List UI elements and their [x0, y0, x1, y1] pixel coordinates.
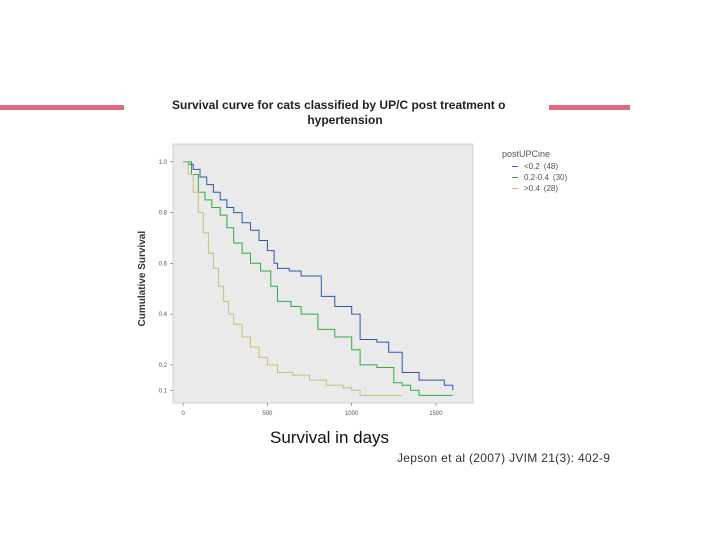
y-axis-label: Cumulative Survival [137, 231, 148, 327]
y-tick-label: 1.0 [159, 160, 168, 166]
legend-count: (28) [543, 184, 559, 193]
survival-line-low [183, 161, 454, 391]
legend-swatch-mid [512, 177, 518, 178]
x-tick-label: 1000 [345, 411, 359, 417]
legend-label: 0.2-0.4 [524, 173, 549, 182]
survival-line-mid [183, 161, 453, 396]
legend-item: >0.4 (28) [502, 183, 567, 194]
chart-title: Survival curve for cats classified by UP… [172, 98, 506, 112]
legend-swatch-high [512, 188, 518, 189]
legend-title: postUPCine [502, 149, 551, 159]
chart-title-line2: hypertension [307, 113, 383, 127]
x-axis-caption: Survival in days [270, 428, 390, 447]
legend-swatch-low [512, 166, 518, 167]
citation: Jepson et al (2007) JVIM 21(3): 402-9 [397, 451, 611, 465]
legend-count: (30) [552, 173, 568, 182]
y-tick-label: 0.1 [159, 388, 168, 394]
decorative-bar-left [0, 105, 124, 110]
survival-line-high [183, 161, 403, 396]
y-tick-label: 0.4 [159, 312, 168, 318]
survival-chart: 0.1 0.2 0.4 0.6 0.8 1.0 0 500 1000 1500 Cumulative… [137, 143, 474, 417]
x-tick-label: 0 [181, 411, 185, 417]
legend-label: <0.2 [524, 162, 540, 171]
decorative-bar-right [549, 105, 630, 110]
legend-count: (48) [543, 162, 559, 171]
legend-item: <0.2 (48) [502, 161, 567, 172]
legend-label: >0.4 [524, 184, 540, 193]
x-tick-label: 500 [262, 411, 273, 417]
y-tick-label: 0.8 [159, 211, 168, 217]
legend-item: 0.2-0.4 (30) [502, 172, 567, 183]
y-tick-label: 0.6 [159, 261, 168, 267]
chart-legend: postUPCine <0.2 (48) 0.2-0.4 (30) >0.4 (… [502, 149, 567, 194]
x-tick-label: 1500 [429, 411, 443, 417]
plot-area [172, 143, 474, 404]
y-tick-label: 0.2 [159, 363, 168, 369]
